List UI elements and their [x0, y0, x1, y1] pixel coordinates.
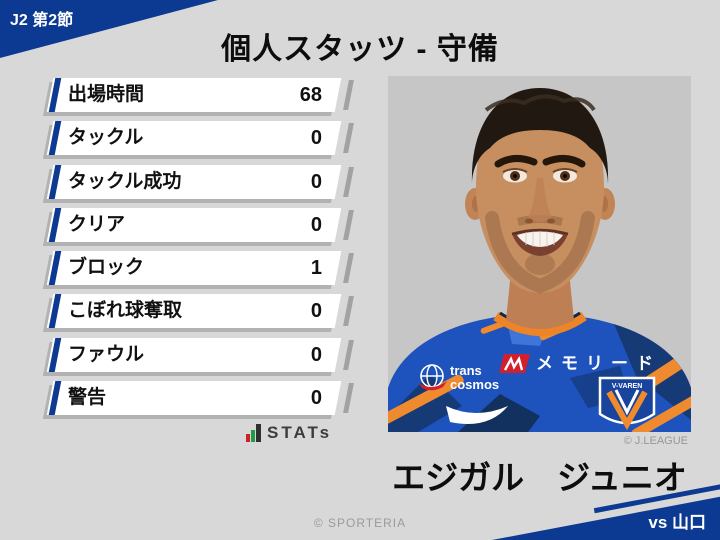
eyebrow-right — [542, 155, 586, 168]
stat-row: ブロック 1 — [46, 251, 354, 286]
stat-label: クリア — [68, 213, 126, 235]
sponsor-text: cosmos — [450, 377, 499, 392]
stat-row: クリア 0 — [46, 207, 354, 242]
stat-label: ファウル — [68, 343, 145, 365]
player-head — [465, 88, 615, 329]
stats-brand-logo: STATs — [246, 424, 332, 442]
slash-decoration — [343, 166, 354, 197]
stat-label: 警告 — [68, 387, 107, 409]
accent-stripe — [48, 381, 62, 416]
stubble — [485, 211, 595, 294]
stat-label: タックル — [68, 127, 144, 149]
sponsor-text: メモリード — [536, 354, 661, 373]
hair — [471, 88, 609, 184]
stat-value: 68 — [299, 84, 322, 106]
accent-stripe — [48, 294, 62, 329]
stat-value: 0 — [310, 213, 322, 236]
accent-stripe — [48, 78, 62, 112]
stat-value: 1 — [310, 257, 322, 280]
stat-row: 出場時間 68 — [46, 78, 354, 112]
slash-decoration — [343, 123, 354, 154]
trans-cosmos-logo: trans cosmos — [419, 363, 499, 392]
nose — [528, 178, 552, 222]
stats-logo-text: STATs — [267, 423, 333, 442]
player-name: エジガル ジュニオ — [392, 459, 687, 496]
stat-row: タックル成功 0 — [46, 164, 354, 199]
player-photo-illustration: trans cosmos メモリード V-VAREN — [388, 76, 691, 432]
sponsor-text: trans — [450, 363, 482, 378]
stat-value: 0 — [310, 127, 322, 150]
stat-value: 0 — [310, 170, 322, 193]
opponent-label: vs 山口 — [648, 513, 706, 532]
accent-stripe — [48, 164, 62, 199]
stat-label: タックル成功 — [68, 170, 182, 192]
stat-value: 0 — [310, 343, 322, 366]
slash-decoration — [343, 339, 354, 370]
jersey-collar — [493, 311, 587, 336]
slash-decoration — [343, 253, 354, 284]
swoosh-mark — [446, 406, 508, 424]
stat-value: 0 — [310, 387, 322, 410]
slash-decoration — [343, 80, 354, 110]
page-title: 個人スタッツ - 守備 — [221, 33, 499, 66]
stat-row: タックル 0 — [46, 121, 354, 156]
eyebrow-left — [494, 155, 538, 168]
badge-text: V-VAREN — [612, 383, 643, 390]
accent-stripe — [48, 207, 62, 242]
jersey-sponsors: trans cosmos メモリード V-VAREN — [419, 354, 661, 431]
stat-row: こぼれ球奪取 0 — [46, 294, 354, 329]
stat-list: 出場時間 68 タックル 0 タックル成功 0 クリア 0 ブロック 1 — [46, 78, 354, 416]
accent-stripe — [48, 251, 62, 286]
footer-copyright: © SPORTERIA — [313, 516, 407, 530]
slash-decoration — [343, 209, 354, 240]
stat-label: ブロック — [68, 257, 145, 279]
team-badge: V-VAREN — [598, 376, 656, 431]
accent-stripe — [48, 337, 62, 372]
round-badge: J2 第2節 — [10, 12, 74, 29]
memolead-logo: メモリード — [499, 354, 661, 373]
stat-row: ファウル 0 — [46, 337, 354, 372]
photo-credit: © J.LEAGUE — [623, 435, 688, 447]
stat-label: 出場時間 — [68, 84, 145, 105]
stat-row: 警告 0 — [46, 381, 354, 416]
slash-decoration — [343, 296, 354, 327]
stat-label: こぼれ球奪取 — [68, 300, 183, 322]
player-photo: trans cosmos メモリード V-VAREN — [388, 76, 691, 432]
accent-stripe — [48, 121, 62, 156]
bar-chart-icon — [246, 424, 261, 442]
slash-decoration — [343, 383, 354, 414]
stat-value: 0 — [310, 300, 322, 323]
